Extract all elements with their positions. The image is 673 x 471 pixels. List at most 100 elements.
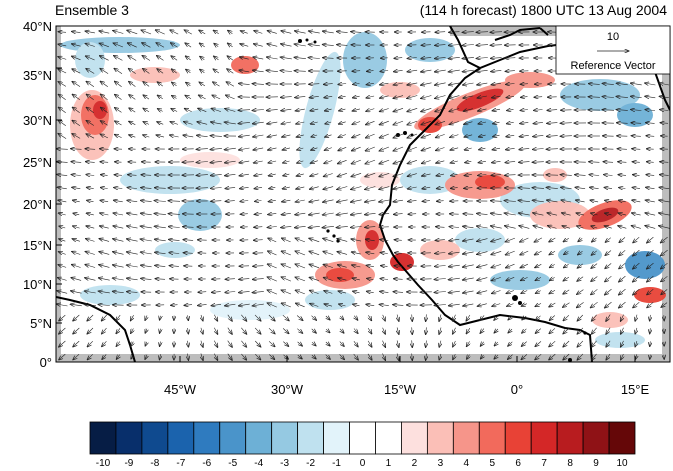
wind-vector xyxy=(491,70,502,71)
wind-vector xyxy=(619,301,626,308)
wind-vector xyxy=(439,327,441,335)
wind-vector xyxy=(281,31,292,34)
wind-vector xyxy=(127,213,138,215)
wind-vector xyxy=(534,110,543,111)
wind-vector xyxy=(102,341,107,346)
wind-vector xyxy=(393,187,404,189)
wind-vector xyxy=(98,305,110,306)
lon-tick-label: 15°W xyxy=(384,382,417,397)
wind-vector xyxy=(224,161,236,163)
wind-vector xyxy=(605,250,612,256)
wind-vector xyxy=(295,213,306,215)
wind-vector xyxy=(365,146,375,151)
wind-vector xyxy=(533,135,544,136)
wind-vector xyxy=(141,30,152,35)
lat-tick-label: 5°N xyxy=(30,316,52,331)
wind-vector xyxy=(650,328,651,334)
wind-vector xyxy=(85,252,95,255)
colorbar-label: -3 xyxy=(280,458,289,469)
wind-vector xyxy=(426,314,427,321)
wind-vector xyxy=(58,252,66,255)
wind-vector xyxy=(309,187,319,190)
wind-vector xyxy=(505,71,515,72)
wind-vector xyxy=(645,200,655,202)
colorbar-label: -4 xyxy=(254,458,263,469)
wind-vector xyxy=(281,44,292,46)
wind-vector xyxy=(351,252,361,254)
wind-vector xyxy=(605,237,611,243)
wind-vector xyxy=(589,175,600,176)
wind-vector xyxy=(57,304,68,306)
wind-vector xyxy=(519,135,529,136)
reference-vector-label: Reference Vector xyxy=(571,60,656,72)
wind-vector xyxy=(520,263,529,268)
wind-vector xyxy=(407,70,418,72)
wind-vector xyxy=(225,187,236,188)
wind-vector xyxy=(477,264,488,268)
wind-vector xyxy=(577,327,584,334)
wind-vector xyxy=(480,328,484,334)
wind-vector xyxy=(620,314,623,322)
wind-vector xyxy=(310,304,319,307)
gibraltar-coast xyxy=(539,27,549,36)
wind-vector xyxy=(85,149,96,150)
wind-vector xyxy=(72,81,81,87)
wind-vector xyxy=(99,252,110,255)
wind-vector xyxy=(436,201,444,202)
wind-vector xyxy=(227,56,234,61)
wind-vector xyxy=(434,83,446,85)
colorbar-swatch xyxy=(219,421,247,455)
wind-vector xyxy=(171,305,178,306)
wind-vector xyxy=(453,340,456,347)
wind-vector xyxy=(379,120,389,125)
wind-vector xyxy=(577,314,584,321)
lon-tick-label: 15°E xyxy=(621,382,650,397)
wind-vector xyxy=(129,135,136,137)
wind-vector xyxy=(434,279,446,280)
wind-vector xyxy=(577,340,584,347)
wind-vector xyxy=(352,96,360,98)
wind-vector xyxy=(310,174,319,177)
wind-vector xyxy=(407,95,418,99)
wind-vector xyxy=(324,161,333,164)
wind-vector xyxy=(617,149,627,150)
wind-vector xyxy=(465,161,472,162)
wind-vector xyxy=(267,135,277,137)
wind-vector xyxy=(421,83,432,85)
wind-vector xyxy=(295,303,305,308)
wind-vector xyxy=(185,95,192,98)
wind-vector xyxy=(297,328,302,334)
wind-vector xyxy=(621,353,624,360)
colorbar-swatch xyxy=(556,421,584,455)
wind-vector xyxy=(267,227,277,228)
wind-vector xyxy=(464,122,473,125)
wind-vector xyxy=(59,226,66,228)
wind-vector xyxy=(578,251,583,255)
wind-vector xyxy=(592,353,597,360)
wind-vector xyxy=(268,200,276,201)
wind-vector xyxy=(448,291,460,293)
wind-vector xyxy=(102,354,107,360)
wind-vector xyxy=(422,187,431,189)
wind-vector xyxy=(591,263,598,269)
wind-vector xyxy=(241,314,246,321)
wind-vector xyxy=(448,252,460,254)
wind-vector xyxy=(630,83,642,85)
wind-vector xyxy=(214,314,217,321)
wind-vector xyxy=(199,30,206,35)
wind-vector xyxy=(86,226,95,228)
lat-tick-label: 0° xyxy=(40,355,52,370)
colorbar: -10 -9 -8 -7 -6 -5 -4 -3 -2 -1 0 1 2 3 4 5 6 7 8 9 10 xyxy=(89,421,636,469)
wind-vector xyxy=(633,301,640,308)
wind-vector xyxy=(336,31,348,32)
wind-vector xyxy=(126,265,138,267)
wind-vector xyxy=(326,316,330,320)
wind-vector xyxy=(605,301,612,308)
wind-vector xyxy=(547,213,558,215)
wind-vector xyxy=(421,147,431,150)
wind-vector xyxy=(86,107,94,113)
wind-vector xyxy=(546,187,558,188)
wind-vector xyxy=(129,95,136,100)
wind-vector xyxy=(157,109,163,112)
wind-vector xyxy=(464,188,473,189)
